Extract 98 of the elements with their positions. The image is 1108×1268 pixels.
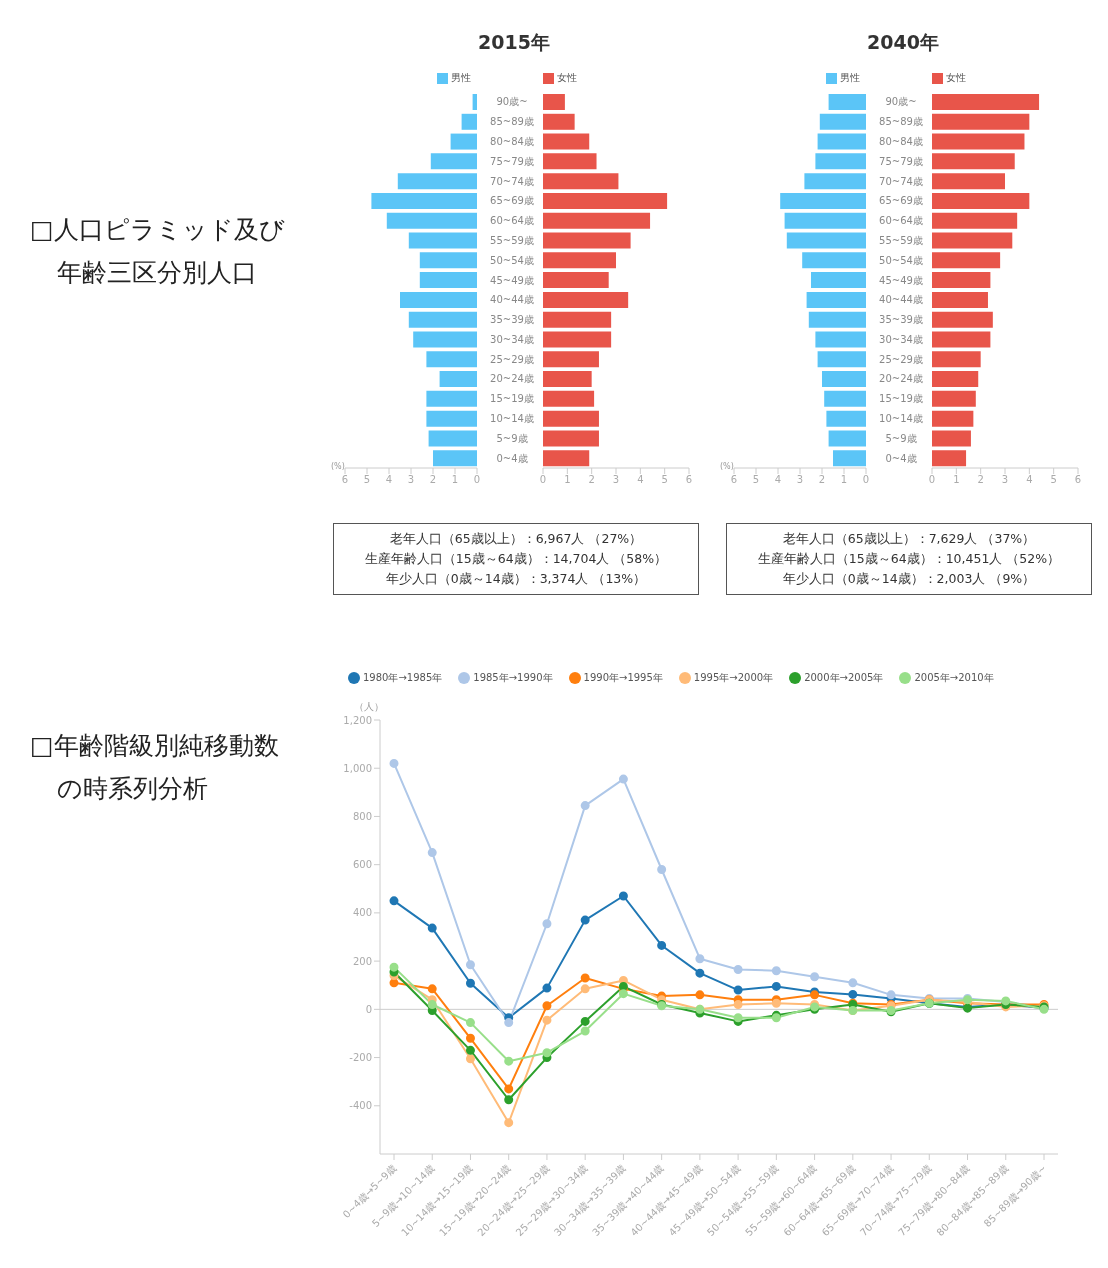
- y-tick-label: -200: [349, 1052, 372, 1064]
- chart-title: 2015年: [477, 30, 551, 55]
- x-tick-label: 1: [564, 474, 571, 486]
- y-tick-label: 45~49歳: [490, 274, 534, 286]
- y-tick-label: 35~39歳: [490, 314, 534, 326]
- y-tick-label: 1,000: [343, 762, 372, 774]
- legend-label: 女性: [946, 71, 966, 85]
- y-tick-label: 35~39歳: [879, 314, 923, 326]
- x-tick-label: 0: [539, 474, 547, 486]
- y-tick-label: 25~29歳: [490, 353, 534, 365]
- x-tick-label: 1: [953, 474, 960, 486]
- y-tick-label: 20~24歳: [879, 373, 923, 385]
- y-tick-label: 80~84歳: [879, 136, 923, 148]
- legend-label: 2005年→2010年: [914, 671, 994, 685]
- chart-title: 2040年: [866, 30, 940, 55]
- x-axis-title: (%): [331, 462, 345, 471]
- legend-label: 1990年→1995年: [583, 671, 663, 685]
- y-tick-label: 70~74歳: [879, 175, 923, 187]
- x-tick-label: 0: [928, 474, 936, 486]
- y-tick-label: 400: [352, 907, 372, 919]
- x-tick-label: 4: [385, 474, 393, 486]
- y-tick-label: 80~84歳: [490, 136, 534, 148]
- y-tick-label: 40~44歳: [490, 294, 534, 306]
- legend-label: 男性: [451, 71, 471, 85]
- text: □年齢階級別純移動数の時系列分析: [30, 730, 280, 805]
- x-tick-label: 5: [363, 474, 371, 486]
- text: 老年人口（65歳以上）：6,967人 （27%）: [388, 530, 644, 548]
- x-tick-label: 0: [862, 474, 870, 486]
- y-tick-label: 5~9歳: [496, 432, 528, 444]
- x-tick-label: 6: [1074, 474, 1082, 486]
- x-tick-label: 2: [977, 474, 984, 486]
- legend-label: 1980年→1985年: [363, 671, 443, 685]
- x-tick-label: 1: [451, 474, 459, 486]
- y-tick-label: 1,200: [343, 714, 372, 726]
- text: 生産年齢人口（15歳～64歳）：10,451人 （52%）: [756, 550, 1062, 568]
- x-tick-label: 6: [730, 474, 738, 486]
- x-tick-label: 3: [612, 474, 620, 486]
- x-tick-label: 3: [407, 474, 415, 486]
- y-tick-label: 30~34歳: [490, 333, 534, 345]
- y-tick-label: 600: [352, 859, 372, 871]
- text: □人口ピラミッド及び年齢三区分別人口: [30, 214, 286, 289]
- text: 老年人口（65歳以上）：7,629人 （37%）: [781, 530, 1037, 548]
- text: 年少人口（0歳～14歳）：2,003人 （9%）: [781, 570, 1037, 588]
- legend-label: 女性: [557, 71, 577, 85]
- x-axis-title: (%): [720, 462, 734, 471]
- y-tick-label: 55~59歳: [879, 234, 923, 246]
- text: 生産年齢人口（15歳～64歳）：14,704人 （58%）: [363, 550, 669, 568]
- x-tick-label: 3: [1001, 474, 1009, 486]
- y-tick-label: 20~24歳: [490, 373, 534, 385]
- legend-label: 2000年→2005年: [804, 671, 884, 685]
- x-tick-label: 5: [661, 474, 668, 486]
- x-tick-label: 2: [588, 474, 595, 486]
- x-tick-label: 4: [637, 474, 644, 486]
- x-tick-label: 2: [818, 474, 826, 486]
- x-tick-label: 6: [341, 474, 349, 486]
- y-tick-label: 25~29歳: [879, 353, 923, 365]
- y-tick-label: 800: [352, 810, 372, 822]
- y-tick-label: 90歳~: [885, 96, 917, 108]
- y-tick-label: 15~19歳: [879, 393, 923, 405]
- x-tick-label: 0: [473, 474, 481, 486]
- x-tick-label: 5: [752, 474, 760, 486]
- legend-label: 男性: [840, 71, 860, 85]
- y-tick-label: 0~4歳: [496, 452, 528, 464]
- legend-label: 1985年→1990年: [473, 671, 553, 685]
- x-tick-label: 4: [1026, 474, 1033, 486]
- y-tick-label: 30~34歳: [879, 333, 923, 345]
- x-tick-label: 1: [840, 474, 848, 486]
- x-tick-label: 4: [774, 474, 782, 486]
- y-tick-label: 90歳~: [496, 96, 528, 108]
- legend-label: 1995年→2000年: [693, 671, 774, 685]
- x-tick-label: 3: [796, 474, 804, 486]
- y-tick-label: 70~74歳: [490, 175, 534, 187]
- y-tick-label: 15~19歳: [490, 393, 534, 405]
- y-tick-label: 10~14歳: [879, 413, 923, 425]
- text: 年少人口（0歳～14歳）：3,374人 （13%）: [384, 570, 648, 588]
- y-tick-label: 45~49歳: [879, 274, 923, 286]
- y-tick-label: 0~4歳: [885, 452, 917, 464]
- y-tick-label: 75~79歳: [490, 155, 534, 167]
- y-tick-label: 85~89歳: [490, 116, 534, 128]
- y-tick-label: 60~64歳: [879, 215, 923, 227]
- x-tick-label: 5: [1050, 474, 1057, 486]
- y-tick-label: 50~54歳: [879, 254, 923, 266]
- y-tick-label: 0: [365, 1003, 372, 1015]
- y-tick-label: 60~64歳: [490, 215, 534, 227]
- y-tick-label: -400: [349, 1100, 372, 1112]
- y-tick-label: 5~9歳: [885, 432, 917, 444]
- y-tick-label: 50~54歳: [490, 254, 534, 266]
- y-tick-label: 65~69歳: [879, 195, 923, 207]
- x-tick-label: 2: [429, 474, 437, 486]
- y-tick-label: 55~59歳: [490, 234, 534, 246]
- y-tick-label: 75~79歳: [879, 155, 923, 167]
- y-tick-label: 200: [352, 955, 372, 967]
- y-tick-label: 40~44歳: [879, 294, 923, 306]
- y-tick-label: 65~69歳: [490, 195, 534, 207]
- x-tick-label: 6: [685, 474, 693, 486]
- y-tick-label: 10~14歳: [490, 413, 534, 425]
- y-axis-title: （人）: [354, 700, 384, 714]
- y-tick-label: 85~89歳: [879, 116, 923, 128]
